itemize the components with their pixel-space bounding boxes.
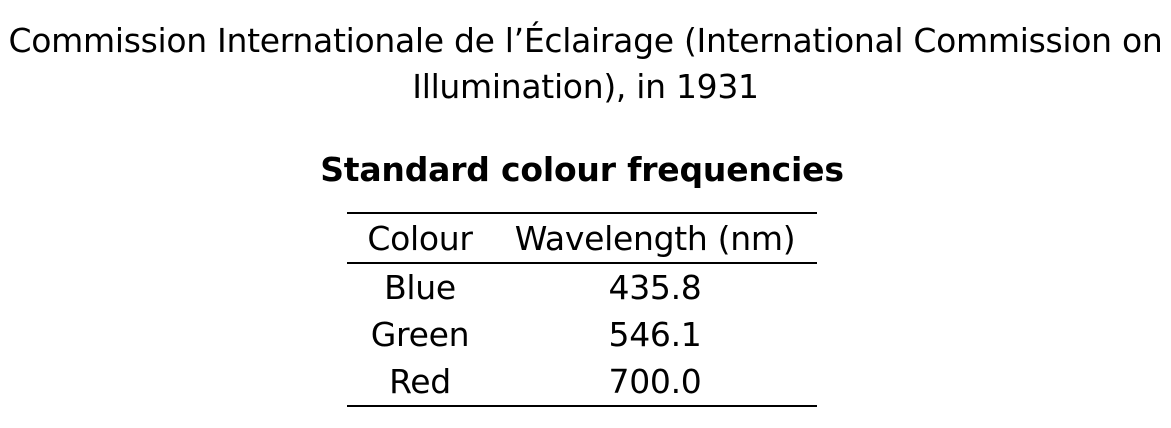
heading-line-1: Commission Internationale de l’Éclairage… xyxy=(8,21,1163,60)
cell-colour: Blue xyxy=(384,268,456,307)
document-heading: Commission Internationale de l’Éclairage… xyxy=(0,18,1171,110)
cell-colour: Green xyxy=(370,315,470,354)
column-header-colour: Colour xyxy=(347,212,493,264)
table-header-row: Colour Wavelength (nm) xyxy=(347,212,817,264)
heading-line-2: Illumination), in 1931 xyxy=(412,67,759,106)
table-title: Standard colour frequencies xyxy=(320,150,844,189)
cell-wavelength: 435.8 xyxy=(608,268,702,307)
cell-wavelength: 700.0 xyxy=(493,358,817,407)
cell-wavelength: 546.1 xyxy=(608,315,702,354)
column-header-wavelength: Wavelength (nm) xyxy=(493,212,817,264)
cell-colour: Red xyxy=(347,358,493,407)
table-row: Green 546.1 xyxy=(347,311,817,358)
colour-frequency-table: Colour Wavelength (nm) Blue 435.8 Green … xyxy=(347,212,817,407)
table-row: Red 700.0 xyxy=(347,358,817,407)
table-row: Blue 435.8 xyxy=(347,263,817,311)
